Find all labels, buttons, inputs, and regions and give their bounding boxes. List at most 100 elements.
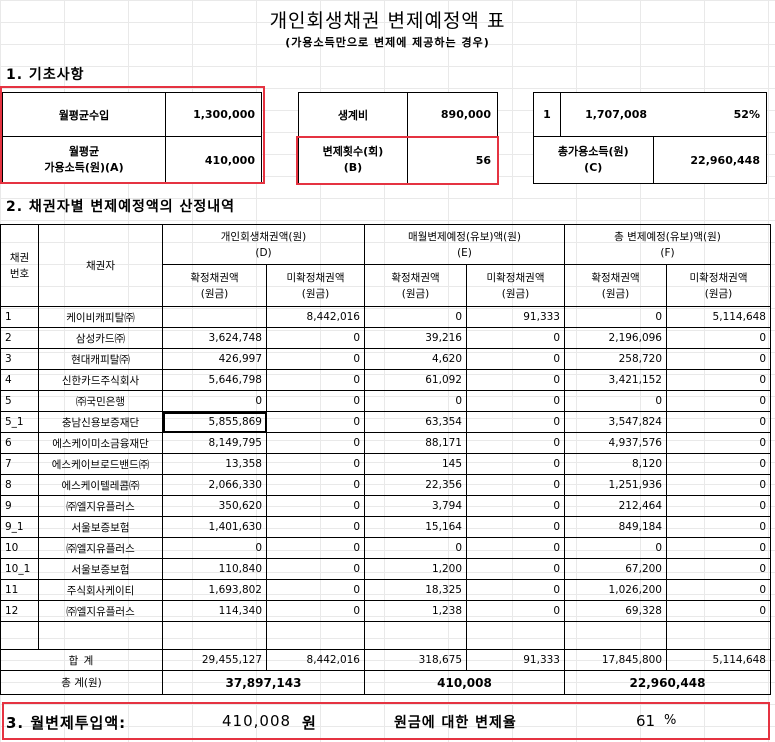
row-total-confirmed[interactable]: 8,120 — [564, 453, 667, 475]
row-claim-confirmed[interactable]: 5,855,869 — [162, 411, 267, 433]
row-claim-confirmed[interactable]: 350,620 — [162, 495, 267, 517]
row-total-confirmed[interactable]: 3,547,824 — [564, 411, 667, 433]
sum-d2[interactable]: 8,442,016 — [266, 649, 365, 671]
row-monthly-unconfirmed[interactable]: 91,333 — [466, 306, 565, 328]
subheader-f-unconfirmed[interactable]: 미확정채권액 (원금) — [666, 264, 771, 307]
row-creditor-name[interactable]: 에스케이미소금융재단 — [38, 432, 163, 454]
row-creditor-name[interactable]: ㈜엘지유플러스 — [38, 537, 163, 559]
grand-total-f[interactable]: 22,960,448 — [564, 670, 771, 695]
row-total-unconfirmed[interactable]: 0 — [666, 411, 771, 433]
monthly-payment-amount[interactable]: 410,008 — [222, 712, 292, 730]
row-creditor-name[interactable]: 케이비캐피탈㈜ — [38, 306, 163, 328]
row-monthly-confirmed[interactable]: 22,356 — [364, 474, 467, 496]
row-monthly-confirmed[interactable]: 1,238 — [364, 600, 467, 622]
sum-label[interactable]: 합 계 — [0, 649, 163, 671]
subheader-d-confirmed[interactable]: 확정채권액 (원금) — [162, 264, 267, 307]
row-claim-unconfirmed[interactable]: 0 — [266, 432, 365, 454]
total-available-value[interactable]: 22,960,448 — [652, 136, 767, 184]
row-monthly-unconfirmed[interactable]: 0 — [466, 369, 565, 391]
row-total-unconfirmed[interactable]: 0 — [666, 390, 771, 412]
row-monthly-unconfirmed[interactable]: 0 — [466, 432, 565, 454]
row-claim-confirmed[interactable]: 5,646,798 — [162, 369, 267, 391]
row-monthly-confirmed[interactable]: 0 — [364, 390, 467, 412]
row-claim-confirmed[interactable]: 110,840 — [162, 558, 267, 580]
row-claim-confirmed[interactable]: 1,401,630 — [162, 516, 267, 538]
row-total-confirmed[interactable]: 4,937,576 — [564, 432, 667, 454]
sum-f2[interactable]: 5,114,648 — [666, 649, 771, 671]
row-total-unconfirmed[interactable]: 0 — [666, 474, 771, 496]
row-monthly-confirmed[interactable]: 61,092 — [364, 369, 467, 391]
row-total-unconfirmed[interactable]: 0 — [666, 348, 771, 370]
row-claim-confirmed[interactable]: 0 — [162, 390, 267, 412]
row-total-confirmed[interactable]: 67,200 — [564, 558, 667, 580]
sum-e1[interactable]: 318,675 — [364, 649, 467, 671]
living-cost-label[interactable]: 생계비 — [298, 91, 408, 138]
row-total-unconfirmed[interactable]: 0 — [666, 516, 771, 538]
row-claim-unconfirmed[interactable]: 0 — [266, 453, 365, 475]
row-total-unconfirmed[interactable]: 0 — [666, 495, 771, 517]
row-number[interactable]: 5_1 — [0, 411, 39, 433]
row-total-unconfirmed[interactable]: 0 — [666, 579, 771, 601]
row-total-confirmed[interactable]: 849,184 — [564, 516, 667, 538]
row-number[interactable]: 11 — [0, 579, 39, 601]
row-total-confirmed[interactable]: 0 — [564, 390, 667, 412]
row-claim-unconfirmed[interactable]: 0 — [266, 348, 365, 370]
row-claim-unconfirmed[interactable]: 0 — [266, 369, 365, 391]
row-monthly-confirmed[interactable]: 18,325 — [364, 579, 467, 601]
row-claim-confirmed[interactable]: 8,149,795 — [162, 432, 267, 454]
row-number[interactable]: 4 — [0, 369, 39, 391]
row-total-confirmed[interactable]: 3,421,152 — [564, 369, 667, 391]
row-number[interactable]: 2 — [0, 327, 39, 349]
row-monthly-unconfirmed[interactable]: 0 — [466, 453, 565, 475]
payments-value[interactable]: 56 — [407, 136, 498, 184]
row-claim-unconfirmed[interactable]: 0 — [266, 327, 365, 349]
row-monthly-confirmed[interactable]: 3,794 — [364, 495, 467, 517]
household-number[interactable]: 1 — [533, 91, 561, 138]
row-claim-confirmed[interactable]: 1,693,802 — [162, 579, 267, 601]
subheader-e-unconfirmed[interactable]: 미확정채권액 (원금) — [466, 264, 565, 307]
household-percent[interactable]: 52% — [653, 91, 767, 138]
row-claim-unconfirmed[interactable]: 0 — [266, 579, 365, 601]
row-total-confirmed[interactable]: 69,328 — [564, 600, 667, 622]
row-claim-unconfirmed[interactable]: 0 — [266, 537, 365, 559]
total-available-label[interactable]: 총가용소득(원) (C) — [533, 136, 654, 184]
row-claim-confirmed[interactable]: 13,358 — [162, 453, 267, 475]
row-total-unconfirmed[interactable]: 5,114,648 — [666, 306, 771, 328]
row-claim-unconfirmed[interactable]: 0 — [266, 558, 365, 580]
row-monthly-confirmed[interactable]: 145 — [364, 453, 467, 475]
row-monthly-unconfirmed[interactable]: 0 — [466, 411, 565, 433]
col-header-creditor[interactable]: 채권자 — [38, 224, 163, 307]
grand-total-label[interactable]: 총 계(원) — [0, 670, 163, 695]
row-creditor-name[interactable]: ㈜엘지유플러스 — [38, 495, 163, 517]
row-claim-confirmed[interactable] — [162, 306, 267, 328]
row-number[interactable]: 3 — [0, 348, 39, 370]
repayment-ratio-value[interactable]: 61 — [636, 712, 656, 730]
row-total-unconfirmed[interactable]: 0 — [666, 327, 771, 349]
row-creditor-name[interactable]: 서울보증보험 — [38, 558, 163, 580]
row-monthly-unconfirmed[interactable]: 0 — [466, 474, 565, 496]
row-total-unconfirmed[interactable]: 0 — [666, 453, 771, 475]
row-total-unconfirmed[interactable]: 0 — [666, 558, 771, 580]
col-header-no[interactable]: 채권 번호 — [0, 224, 39, 307]
row-claim-unconfirmed[interactable]: 0 — [266, 495, 365, 517]
row-monthly-unconfirmed[interactable]: 0 — [466, 579, 565, 601]
available-income-label[interactable]: 월평균 가용소득(원)(A) — [2, 136, 166, 184]
row-claim-unconfirmed[interactable]: 8,442,016 — [266, 306, 365, 328]
row-creditor-name[interactable]: 에스케이텔레콤㈜ — [38, 474, 163, 496]
row-number[interactable]: 9_1 — [0, 516, 39, 538]
row-claim-unconfirmed[interactable]: 0 — [266, 516, 365, 538]
row-monthly-confirmed[interactable]: 88,171 — [364, 432, 467, 454]
sum-d1[interactable]: 29,455,127 — [162, 649, 267, 671]
household-cost[interactable]: 1,707,008 — [560, 91, 653, 138]
sum-f1[interactable]: 17,845,800 — [564, 649, 667, 671]
row-creditor-name[interactable]: 주식회사케이티 — [38, 579, 163, 601]
row-claim-confirmed[interactable]: 426,997 — [162, 348, 267, 370]
row-creditor-name[interactable]: 삼성카드㈜ — [38, 327, 163, 349]
row-number[interactable]: 10 — [0, 537, 39, 559]
row-claim-confirmed[interactable]: 2,066,330 — [162, 474, 267, 496]
row-number[interactable]: 9 — [0, 495, 39, 517]
subheader-d-unconfirmed[interactable]: 미확정채권액 (원금) — [266, 264, 365, 307]
row-claim-unconfirmed[interactable]: 0 — [266, 474, 365, 496]
row-total-confirmed[interactable]: 1,026,200 — [564, 579, 667, 601]
row-monthly-unconfirmed[interactable]: 0 — [466, 558, 565, 580]
